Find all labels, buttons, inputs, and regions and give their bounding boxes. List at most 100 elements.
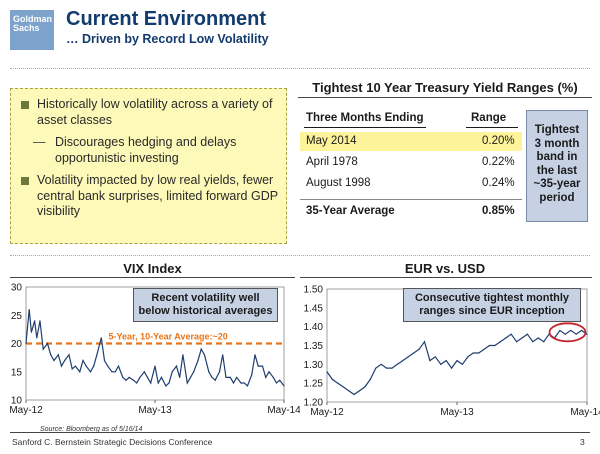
data-point xyxy=(74,365,77,367)
data-point xyxy=(186,382,188,384)
data-point xyxy=(125,379,127,381)
data-point xyxy=(143,371,145,373)
goldman-sachs-logo: Goldman Sachs xyxy=(10,10,54,50)
data-point xyxy=(418,348,420,350)
data-point xyxy=(423,341,426,343)
data-point xyxy=(537,337,539,339)
data-point xyxy=(82,359,84,362)
data-point xyxy=(369,378,371,380)
average-divider xyxy=(300,199,522,200)
data-point xyxy=(570,329,572,332)
x-tick-label: May-13 xyxy=(138,405,172,416)
callout-line: ~35-year xyxy=(533,178,581,190)
data-point xyxy=(103,359,106,362)
data-point xyxy=(385,367,388,369)
data-point xyxy=(36,337,38,339)
table-row-value: 0.24% xyxy=(482,177,515,189)
data-point xyxy=(257,365,259,367)
x-tick-label: May-13 xyxy=(440,407,474,418)
vix-chart-title: VIX Index xyxy=(123,261,182,276)
data-point xyxy=(450,367,453,369)
section-divider xyxy=(10,255,590,256)
data-point xyxy=(111,371,113,373)
dash-marker: — xyxy=(33,135,46,149)
data-point xyxy=(559,329,561,332)
y-tick-label: 15 xyxy=(11,367,23,378)
data-point xyxy=(467,356,469,358)
data-point xyxy=(157,382,159,384)
table-row-label: April 1978 xyxy=(306,156,358,168)
data-point xyxy=(85,365,87,367)
data-point xyxy=(160,376,163,378)
data-point xyxy=(580,329,583,332)
data-point xyxy=(132,379,135,381)
source-note: Source: Bloomberg as of 5/16/14 xyxy=(40,426,143,433)
eur-chart: 1.20 1.25 1.30 1.35 1.40 1.45 1.50 May-12 May-13… xyxy=(304,285,600,419)
data-point xyxy=(197,359,199,362)
bullet-item-2: Volatility impacted by low real yields, … xyxy=(21,173,278,220)
data-point xyxy=(64,359,66,362)
table-title-rule xyxy=(298,97,592,98)
data-point xyxy=(488,344,491,347)
bullet-square-icon xyxy=(21,101,29,109)
data-point xyxy=(440,363,442,365)
data-point xyxy=(114,371,116,373)
eur-title-rule xyxy=(300,277,592,278)
y-tick-label: 1.45 xyxy=(304,303,324,314)
data-point xyxy=(261,365,264,367)
eur-chart-title: EUR vs. USD xyxy=(404,261,486,276)
data-point xyxy=(182,354,184,356)
data-point xyxy=(494,344,496,347)
data-point xyxy=(107,365,109,367)
data-point xyxy=(154,365,156,367)
series-line-eurusd xyxy=(326,329,588,396)
page-number: 3 xyxy=(580,437,585,447)
data-point xyxy=(575,333,577,335)
data-point xyxy=(337,382,339,384)
data-point xyxy=(203,354,206,356)
data-point xyxy=(254,354,256,356)
y-tick-label: 25 xyxy=(11,311,23,322)
bullet-box: Historically low volatility across a var… xyxy=(10,88,287,244)
data-point xyxy=(57,354,59,356)
table-row-value: 0.22% xyxy=(482,156,515,168)
data-point xyxy=(521,337,523,339)
data-point xyxy=(53,359,55,362)
data-point xyxy=(526,333,529,335)
vix-title-rule xyxy=(10,277,295,278)
data-point xyxy=(331,378,334,380)
data-point xyxy=(461,363,464,365)
bullet-item-1: Historically low volatility across a var… xyxy=(21,97,278,128)
data-point xyxy=(165,385,167,387)
table-row-label: August 1998 xyxy=(306,177,371,189)
data-point xyxy=(275,382,278,384)
vix-chart: 10 15 20 25 30 May-12 May-13 May-14 5-Year, 10-Y… xyxy=(9,283,300,417)
logo-line1: Goldman xyxy=(13,14,53,24)
y-tick-label: 1.35 xyxy=(304,341,324,352)
data-point xyxy=(211,376,213,378)
data-point xyxy=(60,365,63,367)
data-point xyxy=(128,376,130,378)
callout-line: period xyxy=(539,191,575,204)
data-point xyxy=(380,363,382,365)
data-point xyxy=(353,393,355,396)
bullet-subitem-1: — Discourages hedging and delays opportu… xyxy=(21,135,278,166)
bullet-subtext-1: Discourages hedging and delays opportuni… xyxy=(55,135,237,165)
table-row-value: 0.20% xyxy=(482,135,515,147)
logo-line2: Sachs xyxy=(13,23,40,33)
data-point xyxy=(499,341,501,343)
y-tick-label: 1.50 xyxy=(304,285,324,296)
data-point xyxy=(71,368,73,370)
col2-underline xyxy=(466,127,518,128)
data-point xyxy=(189,376,192,378)
data-point xyxy=(407,356,409,358)
data-point xyxy=(240,382,242,384)
y-tick-label: 1.40 xyxy=(304,322,324,333)
x-tick-label: May-14 xyxy=(570,407,600,418)
y-tick-label: 10 xyxy=(11,396,23,407)
x-tick-label: May-12 xyxy=(310,407,344,418)
page-subtitle: … Driven by Record Low Volatility xyxy=(66,32,269,46)
header-divider xyxy=(10,68,590,69)
data-point xyxy=(246,385,249,387)
data-point xyxy=(229,376,231,378)
